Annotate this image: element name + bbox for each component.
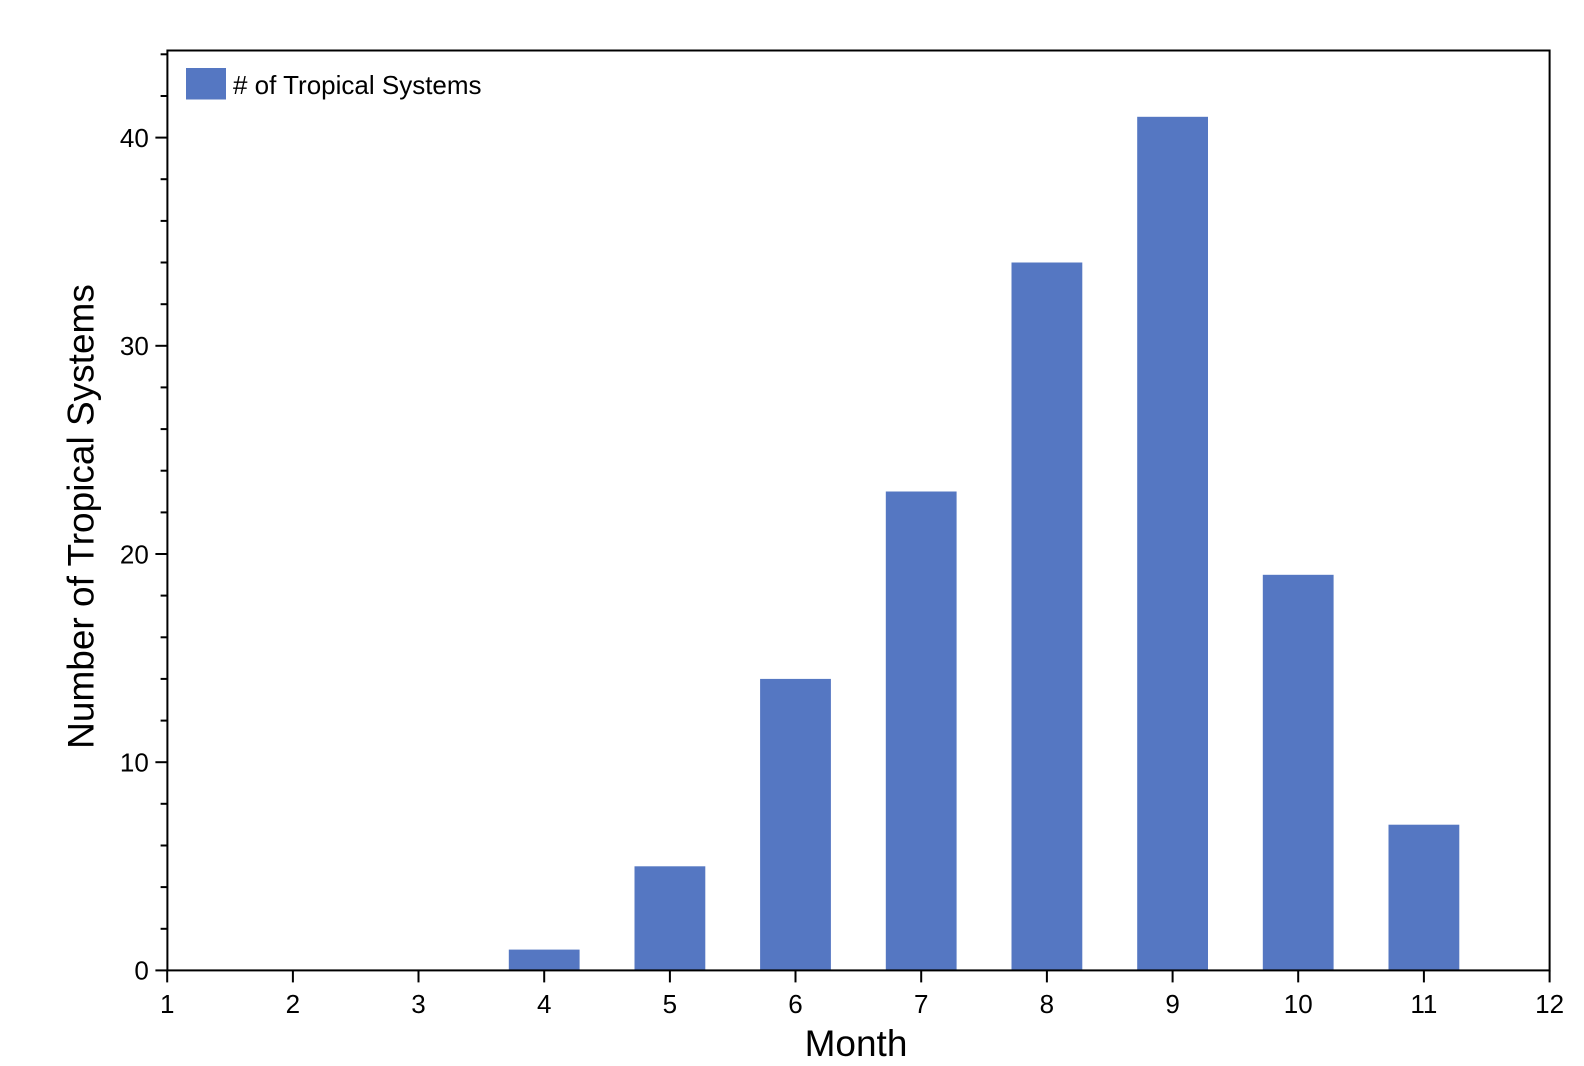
svg-text:# of Tropical Systems: # of Tropical Systems [233, 70, 482, 100]
svg-text:0: 0 [134, 956, 148, 986]
svg-text:20: 20 [120, 539, 149, 569]
svg-text:10: 10 [120, 748, 149, 778]
svg-text:1: 1 [160, 989, 174, 1019]
svg-text:5: 5 [663, 989, 677, 1019]
svg-text:2: 2 [286, 989, 300, 1019]
svg-text:3: 3 [411, 989, 425, 1019]
svg-text:4: 4 [537, 989, 551, 1019]
svg-text:10: 10 [1284, 989, 1313, 1019]
svg-text:8: 8 [1040, 989, 1054, 1019]
svg-text:6: 6 [788, 989, 802, 1019]
svg-text:Month: Month [805, 1023, 908, 1064]
svg-text:9: 9 [1165, 989, 1179, 1019]
svg-text:12: 12 [1535, 989, 1564, 1019]
svg-text:11: 11 [1410, 989, 1437, 1019]
svg-text:30: 30 [120, 331, 149, 361]
svg-text:7: 7 [914, 989, 928, 1019]
svg-text:40: 40 [120, 123, 149, 153]
svg-text:Number of Tropical Systems: Number of Tropical Systems [61, 284, 102, 749]
